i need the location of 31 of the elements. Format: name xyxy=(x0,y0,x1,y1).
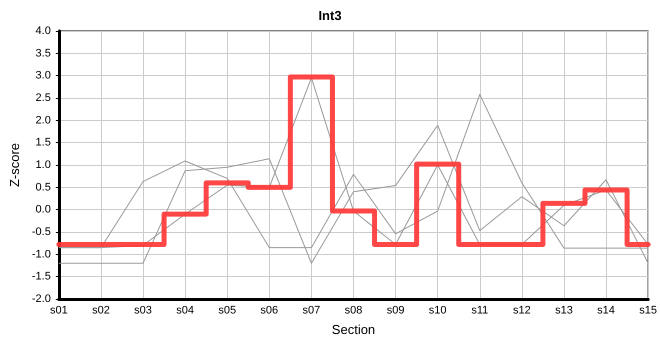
x-tick-label: s01 xyxy=(50,304,68,316)
x-tick-label: s08 xyxy=(344,304,362,316)
x-axis-title: Section xyxy=(332,322,376,337)
y-axis-title: Z-score xyxy=(7,142,22,188)
y-tick-label: 1.0 xyxy=(36,159,51,171)
y-tick-label: 0.5 xyxy=(36,181,51,194)
y-tick-label: -0.5 xyxy=(32,226,51,238)
x-tick-label: s13 xyxy=(555,304,573,316)
x-tick-label: s06 xyxy=(260,304,278,316)
x-tick-label: s05 xyxy=(218,304,236,316)
y-tick-label: -1.0 xyxy=(32,248,51,260)
x-tick-label: s14 xyxy=(597,304,615,316)
x-tick-label: s12 xyxy=(512,304,531,316)
x-tick-label: s03 xyxy=(134,304,152,316)
x-tick-label: s07 xyxy=(302,304,320,316)
y-tick-label: 0.0 xyxy=(36,204,51,216)
x-tick-label: s04 xyxy=(176,304,194,316)
y-tick-label: -2.0 xyxy=(32,293,51,305)
x-tick-label: s11 xyxy=(471,304,488,316)
y-tick-label: 1.5 xyxy=(36,136,51,149)
x-tick-label: s10 xyxy=(428,304,447,316)
chart-title: Int3 xyxy=(318,8,342,23)
y-tick-label: 4.0 xyxy=(36,25,51,37)
x-tick-label: s02 xyxy=(92,304,110,316)
x-tick-label: s15 xyxy=(639,304,658,316)
y-tick-label: 2.0 xyxy=(36,114,51,126)
y-tick-label: 3.5 xyxy=(36,47,51,60)
y-tick-label: 2.5 xyxy=(36,92,51,104)
x-tick-label: s09 xyxy=(386,304,404,316)
y-tick-label: 3.0 xyxy=(36,70,51,82)
y-tick-label: -1.5 xyxy=(32,270,51,283)
